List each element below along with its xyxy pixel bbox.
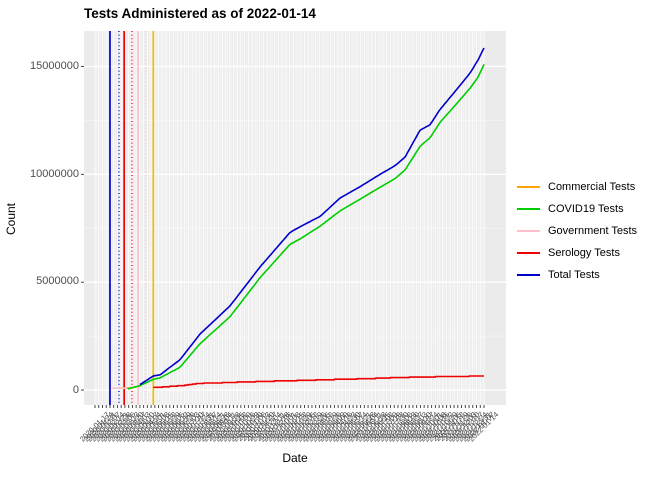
chart-title: Tests Administered as of 2022-01-14	[84, 6, 316, 21]
gridlines	[84, 31, 506, 405]
y-tick-label: 15000000	[30, 60, 79, 72]
line-swatch-icon	[517, 274, 540, 276]
line-swatch-icon	[517, 208, 540, 210]
legend-entry-commercial-tests: Commercial Tests	[517, 176, 637, 198]
x-axis-title: Date	[282, 451, 308, 465]
legend-entry-serology-tests: Serology Tests	[517, 242, 637, 264]
series-line-total-tests	[139, 47, 485, 386]
legend-label: Commercial Tests	[548, 181, 636, 193]
line-swatch-icon	[517, 186, 540, 188]
legend-label: COVID19 Tests	[548, 203, 624, 215]
line-swatch-icon	[517, 230, 540, 232]
legend-label: Serology Tests	[548, 247, 620, 259]
legend-label: Total Tests	[548, 269, 600, 281]
y-tick-label: 5000000	[36, 275, 79, 287]
legend-entry-covid19-tests: COVID19 Tests	[517, 198, 637, 220]
legend-entry-government-tests: Government Tests	[517, 220, 637, 242]
legend-entry-total-tests: Total Tests	[517, 264, 637, 286]
event-vlines	[109, 31, 155, 405]
y-axis-title: Count	[4, 202, 18, 236]
y-tick-label: 0	[72, 384, 79, 396]
legend-label: Government Tests	[548, 225, 638, 237]
series-line-serology-tests	[153, 375, 484, 389]
line-swatch-icon	[517, 252, 540, 254]
axis-ticks	[81, 66, 485, 408]
series-line-covid19-tests	[127, 63, 485, 390]
y-tick-label: 10000000	[30, 168, 79, 180]
legend: Commercial Tests COVID19 Tests Governmen…	[517, 176, 637, 286]
